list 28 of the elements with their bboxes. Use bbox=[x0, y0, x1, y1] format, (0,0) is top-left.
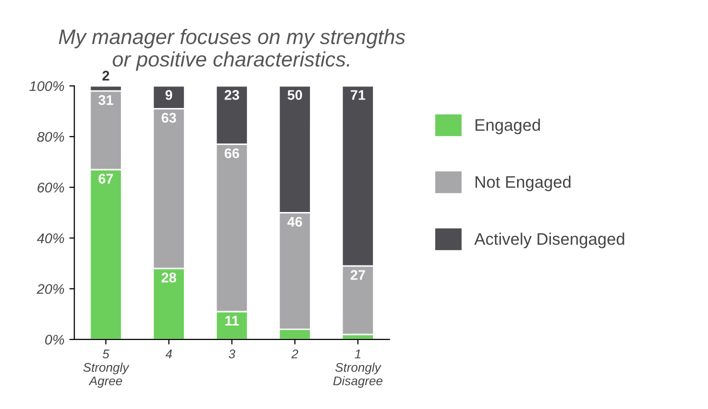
y-tick-label: 60% bbox=[38, 182, 64, 192]
x-tick-label: 3 bbox=[228, 350, 236, 358]
y-tick-label: 80% bbox=[37, 132, 64, 142]
legend-label: Engaged bbox=[476, 118, 540, 134]
data-label: 9 bbox=[165, 90, 172, 100]
y-tick-label: 20% bbox=[36, 284, 64, 294]
legend-label: Actively Disengaged bbox=[474, 232, 624, 248]
x-tick-label: 2 bbox=[291, 350, 298, 358]
data-label: 46 bbox=[287, 216, 302, 227]
data-label: 27 bbox=[350, 270, 366, 280]
y-tick-label: 40% bbox=[36, 233, 64, 244]
y-tick-label: 0% bbox=[45, 334, 64, 345]
chart-title: My manager focuses on my strengths or positive characteristics. bbox=[58, 28, 406, 71]
x-tick-label: 4 bbox=[165, 350, 172, 358]
legend-label: Not Engaged bbox=[476, 176, 570, 192]
data-label: 28 bbox=[162, 272, 176, 282]
data-label: 63 bbox=[162, 112, 176, 123]
data-label: 66 bbox=[224, 148, 240, 158]
data-label: 50 bbox=[288, 90, 302, 100]
data-label: 71 bbox=[350, 90, 366, 100]
data-label: 31 bbox=[98, 95, 114, 105]
y-tick-label: 100% bbox=[29, 81, 64, 92]
data-label: 23 bbox=[224, 90, 240, 100]
data-label: 11 bbox=[225, 316, 239, 326]
x-tick-label: 5 Strongly Agree bbox=[83, 350, 130, 388]
data-label: 67 bbox=[98, 174, 113, 184]
data-label: 2 bbox=[102, 70, 110, 80]
x-tick-label: 1 Strongly Disagree bbox=[333, 350, 382, 388]
